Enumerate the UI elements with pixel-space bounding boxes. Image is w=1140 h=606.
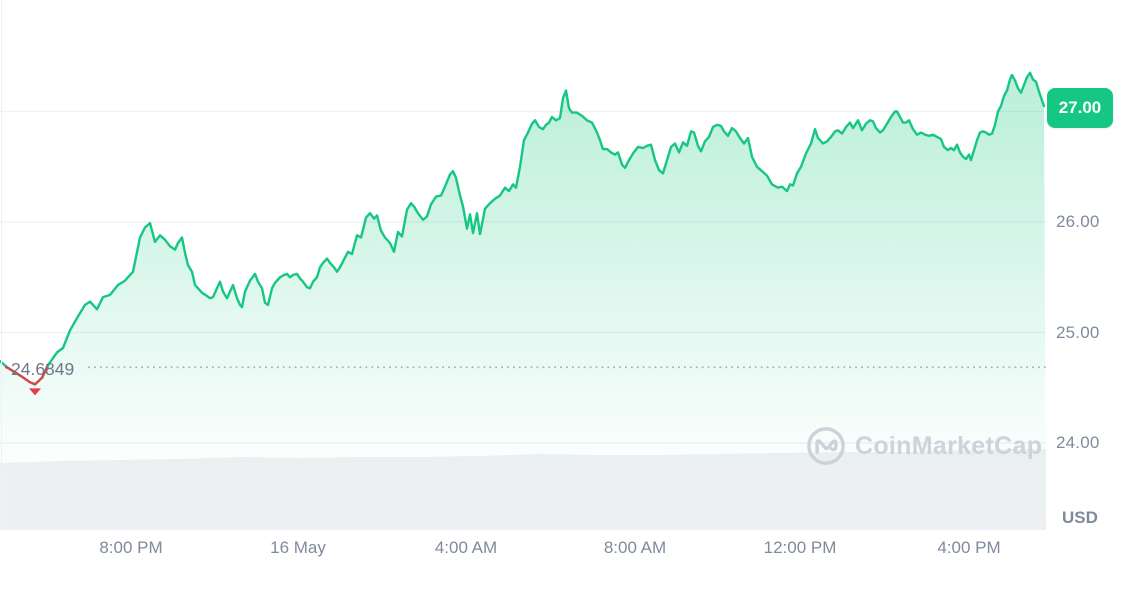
chart-canvas[interactable]: [0, 0, 1046, 530]
currency-unit-label: USD: [1062, 508, 1098, 527]
current-price-badge: 27.00: [1047, 88, 1113, 128]
x-tick-label: 16 May: [270, 538, 326, 557]
y-tick-label: 24.00: [1056, 433, 1100, 452]
price-area-fill: [0, 72, 1046, 530]
y-tick-label: 25.00: [1056, 323, 1100, 342]
reference-price-label: 24.6849: [11, 359, 75, 379]
x-tick-label: 4:00 AM: [434, 538, 498, 557]
y-tick-label: 26.00: [1056, 212, 1100, 231]
x-tick-label: 12:00 PM: [763, 538, 837, 557]
price-line: [0, 71, 1046, 386]
x-tick-label: 4:00 PM: [937, 538, 1001, 557]
x-tick-label: 8:00 AM: [603, 538, 667, 557]
price-line-below-reference: [4, 366, 49, 386]
low-point-marker-icon: [29, 388, 41, 396]
x-tick-label: 8:00 PM: [99, 538, 163, 557]
